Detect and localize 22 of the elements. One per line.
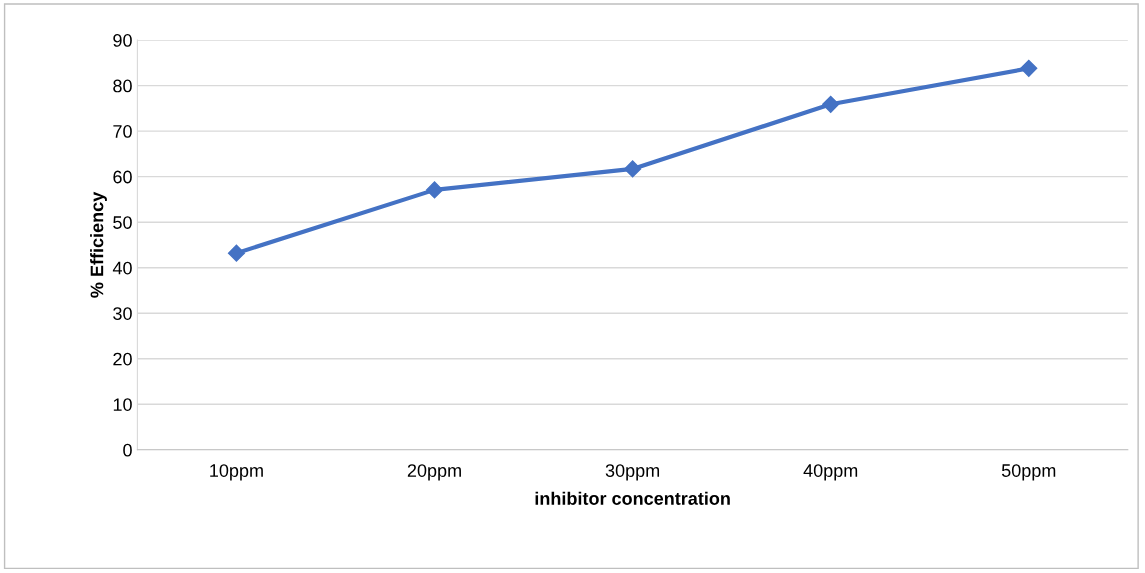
- y-tick-label: 20: [113, 352, 132, 366]
- point: [425, 181, 444, 199]
- x-tick-label: 50ppm: [1001, 464, 1056, 481]
- y-tick-label: 60: [113, 170, 132, 184]
- y-tick-label: 30: [113, 307, 132, 320]
- point: [822, 95, 840, 113]
- x-tick-label: 40ppm: [803, 464, 858, 481]
- point: [624, 160, 642, 178]
- x-axis-title: inhibitor concentration: [535, 491, 730, 505]
- y-tick-label: 10: [113, 398, 132, 411]
- y-tick-label: 90: [113, 34, 132, 47]
- x-tick-label: 10ppm: [210, 464, 263, 481]
- y-tick-label: 70: [113, 125, 132, 138]
- y-tick-label: 40: [112, 261, 132, 275]
- y-axis-title: % Efficiency: [90, 191, 107, 298]
- x-tick-label: 30ppm: [605, 464, 660, 481]
- y-tick-label: 0: [123, 443, 132, 457]
- x-tick-label: 20ppm: [407, 464, 461, 481]
- y-tick-label: 80: [113, 79, 132, 93]
- y-tick-label: 50: [113, 216, 132, 229]
- point: [227, 244, 245, 262]
- point: [1020, 59, 1038, 77]
